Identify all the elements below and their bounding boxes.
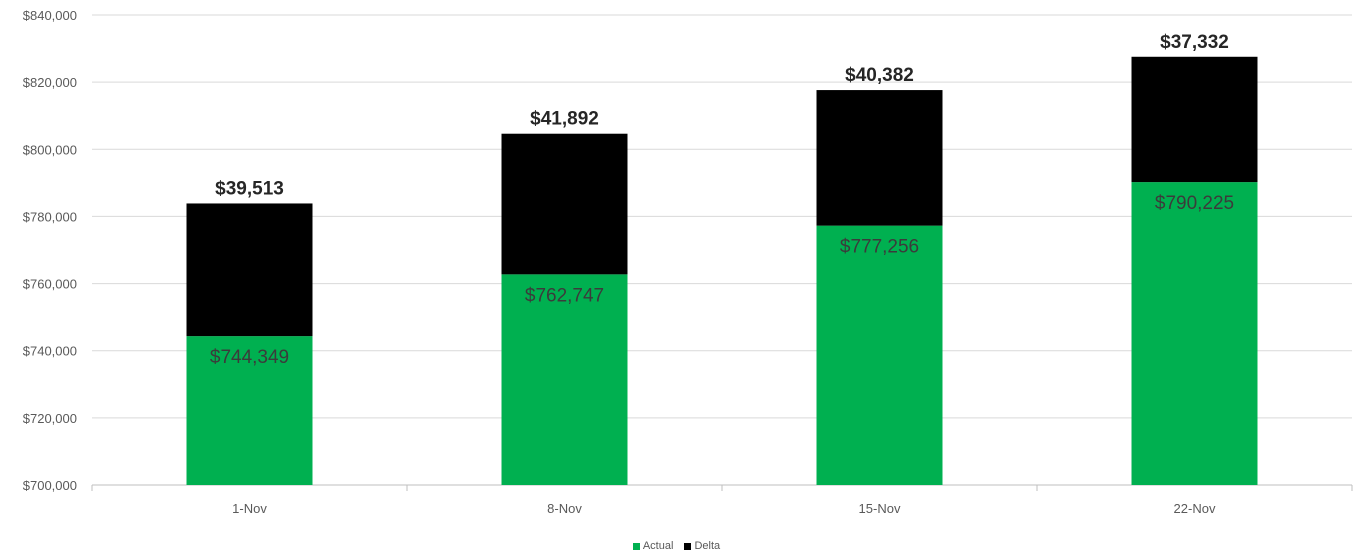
bar-delta	[1131, 56, 1258, 183]
legend-swatch-delta	[684, 542, 692, 550]
data-label-delta: $41,892	[530, 109, 599, 130]
legend-item-delta: Delta	[684, 540, 720, 552]
legend: Actual Delta	[0, 540, 1353, 553]
data-label-delta: $40,382	[845, 65, 914, 86]
data-label-actual: $790,225	[1155, 193, 1234, 214]
data-label-actual: $762,747	[525, 285, 604, 306]
bar-delta	[186, 203, 313, 337]
bar-delta	[501, 133, 628, 275]
x-tick-label: 15-Nov	[859, 501, 901, 516]
y-tick-label: $820,000	[23, 75, 77, 90]
y-tick-label: $780,000	[23, 209, 77, 224]
y-axis: $700,000 $720,000 $740,000 $760,000 $780,000…	[23, 8, 77, 493]
bars: $744,349 $39,513 $762,747 $41,892 $777,256 $4…	[186, 32, 1258, 485]
y-tick-label: $760,000	[23, 277, 77, 292]
legend-swatch-actual	[632, 542, 640, 550]
bar-delta	[816, 90, 943, 226]
data-label-actual: $777,256	[840, 237, 919, 258]
data-label-actual: $744,349	[210, 347, 289, 368]
bar-actual	[501, 274, 628, 485]
bar-actual	[1131, 182, 1258, 485]
y-tick-label: $800,000	[23, 142, 77, 157]
data-label-delta: $39,513	[215, 178, 284, 199]
bar-actual	[186, 336, 313, 485]
legend-item-actual: Actual	[632, 540, 674, 552]
y-tick-label: $700,000	[23, 478, 77, 493]
x-tick-label: 8-Nov	[547, 501, 582, 516]
bar-actual	[816, 225, 943, 485]
legend-label-actual: Actual	[642, 540, 674, 552]
x-axis: 1-Nov 8-Nov 15-Nov 22-Nov	[91, 485, 1353, 516]
data-label-delta: $37,332	[1160, 32, 1229, 53]
stacked-bar-chart: $700,000 $720,000 $740,000 $760,000 $780,000…	[23, 8, 1353, 516]
legend-label-delta: Delta	[694, 540, 721, 552]
x-tick-label: 1-Nov	[232, 501, 267, 516]
x-tick-label: 22-Nov	[1174, 501, 1216, 516]
y-tick-label: $840,000	[23, 8, 77, 23]
y-tick-label: $720,000	[23, 411, 77, 426]
y-tick-label: $740,000	[23, 344, 77, 359]
